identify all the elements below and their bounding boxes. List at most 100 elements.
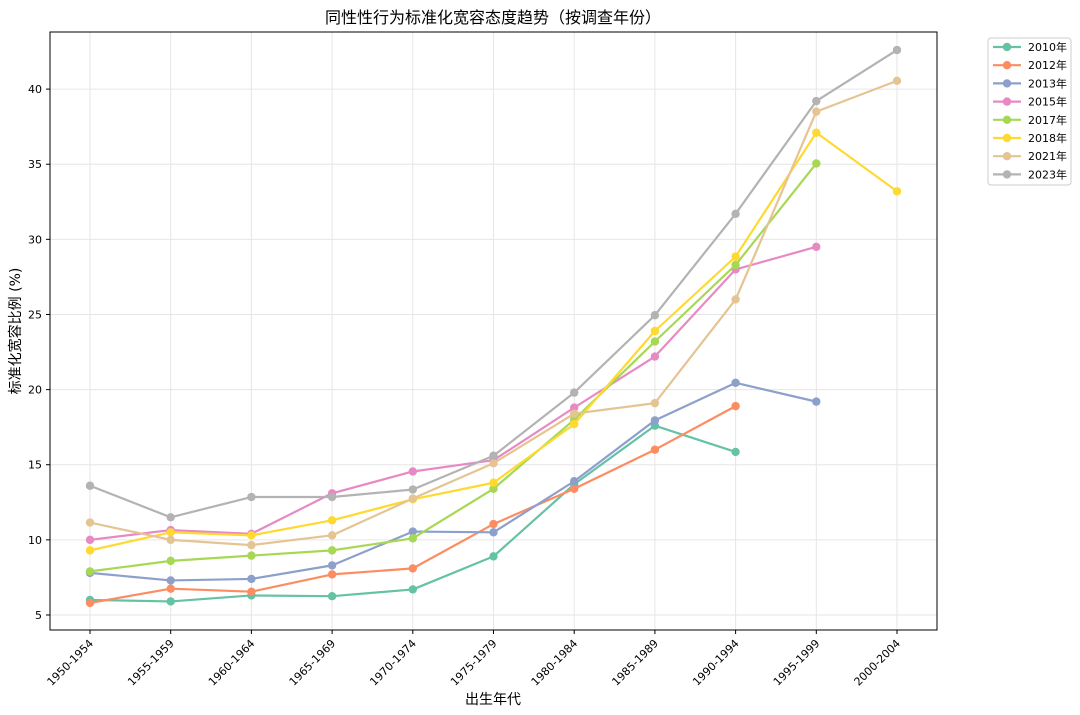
legend-label: 2015年	[1028, 95, 1067, 109]
data-point	[731, 378, 740, 388]
legend-swatch-marker	[1002, 60, 1012, 70]
chart-title: 同性性行为标准化宽容态度趋势（按调查年份）	[325, 8, 661, 27]
data-point	[731, 252, 740, 261]
data-point	[489, 528, 498, 537]
data-point	[812, 128, 821, 137]
data-point	[812, 159, 821, 168]
data-point	[812, 242, 821, 252]
data-point	[166, 528, 175, 537]
y-tick-label: 5	[35, 609, 42, 622]
data-point	[650, 311, 660, 320]
data-point	[731, 295, 740, 304]
legend-swatch-marker	[1002, 170, 1012, 179]
data-point	[247, 551, 256, 560]
data-point	[489, 451, 498, 460]
data-point	[650, 352, 660, 361]
data-point	[166, 513, 175, 522]
y-axis-ticks: 5 10 15 20 25 30 35 40	[28, 83, 50, 622]
legend-swatch-marker	[1002, 133, 1012, 143]
data-point	[247, 492, 256, 502]
series-2013年	[85, 378, 821, 585]
data-point	[892, 45, 902, 55]
data-point	[489, 484, 498, 493]
y-tick-label: 35	[28, 158, 42, 171]
legend-swatch-marker	[1002, 79, 1012, 88]
legend-swatch-marker	[1002, 152, 1012, 161]
series-2021年	[85, 76, 902, 550]
legend-label: 2018年	[1028, 131, 1067, 145]
data-point	[731, 209, 740, 219]
data-point	[408, 564, 417, 573]
data-point	[650, 337, 660, 346]
y-tick-label: 10	[28, 534, 42, 547]
data-point	[812, 107, 821, 116]
data-point	[85, 546, 95, 555]
data-point	[85, 535, 95, 545]
series-line	[89, 162, 818, 573]
data-point	[85, 598, 95, 608]
data-point	[408, 494, 417, 503]
data-point	[650, 416, 660, 425]
data-point	[650, 398, 660, 408]
legend-label: 2021年	[1028, 149, 1067, 163]
data-point	[489, 478, 498, 487]
data-point	[408, 585, 417, 594]
data-point	[85, 567, 95, 576]
data-point	[85, 518, 95, 527]
legend: 2010年 2012年 2013年 2015年 2017年 2018年 2021年 2023年	[987, 37, 1072, 186]
data-point	[166, 576, 175, 585]
data-point	[408, 467, 417, 476]
data-point	[570, 409, 579, 418]
data-point	[489, 459, 498, 468]
data-point	[570, 403, 579, 412]
y-tick-label: 20	[28, 384, 42, 397]
data-point	[812, 96, 821, 106]
data-point	[327, 531, 337, 540]
series-2017年	[85, 159, 821, 576]
series-2023年	[85, 45, 902, 522]
legend-swatch-marker	[1002, 42, 1012, 52]
legend-label: 2017年	[1028, 113, 1067, 127]
series-line	[89, 381, 817, 582]
data-point	[408, 534, 417, 543]
y-axis-label: 标准化宽容比例 (%)	[7, 268, 24, 395]
series-layer	[85, 45, 902, 608]
data-point	[327, 492, 337, 502]
data-point	[247, 574, 256, 584]
data-point	[570, 388, 579, 397]
data-point	[327, 561, 337, 570]
data-point	[166, 584, 175, 593]
data-point	[247, 531, 256, 540]
data-point	[812, 397, 821, 406]
y-tick-label: 15	[28, 459, 42, 472]
data-point	[650, 326, 660, 336]
data-point	[166, 535, 175, 545]
data-point	[489, 552, 498, 561]
data-point	[327, 546, 337, 555]
series-line	[89, 245, 817, 541]
legend-label: 2023年	[1028, 167, 1067, 181]
data-point	[650, 445, 660, 454]
data-point	[489, 519, 498, 529]
legend-label: 2013年	[1028, 76, 1067, 90]
data-point	[570, 477, 579, 486]
data-point	[327, 570, 337, 579]
data-point	[247, 540, 256, 550]
legend-box	[987, 37, 1072, 186]
legend-label: 2012年	[1028, 58, 1067, 72]
data-point	[731, 447, 740, 457]
y-tick-label: 30	[28, 233, 42, 246]
data-point	[247, 587, 256, 596]
data-point	[892, 76, 902, 86]
data-point	[731, 260, 740, 270]
data-point	[85, 481, 95, 490]
data-point	[327, 516, 337, 525]
data-point	[166, 597, 175, 606]
legend-swatch-marker	[1002, 97, 1012, 106]
data-point	[327, 591, 337, 601]
legend-swatch-marker	[1002, 115, 1012, 125]
y-tick-label: 25	[28, 308, 42, 321]
data-point	[570, 419, 579, 429]
